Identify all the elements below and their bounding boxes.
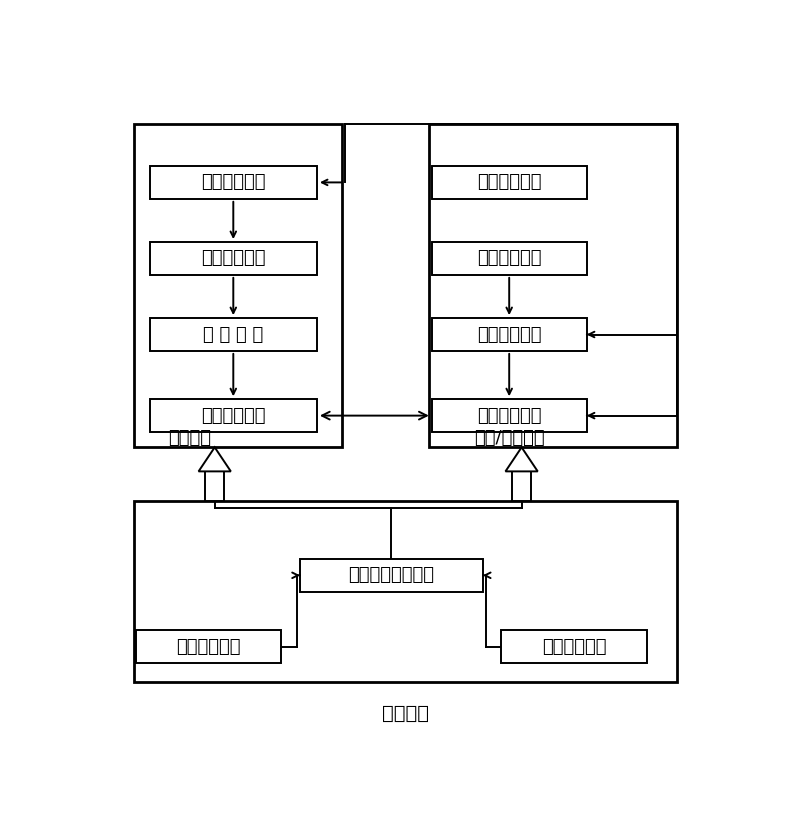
Bar <box>150 166 317 199</box>
Polygon shape <box>506 448 538 472</box>
Text: 按键控制模块: 按键控制模块 <box>477 174 542 192</box>
Text: 信号处理模块: 信号处理模块 <box>201 249 266 267</box>
Bar <box>134 501 677 681</box>
Bar <box>150 399 317 432</box>
Polygon shape <box>198 448 231 472</box>
Text: 入力电源模块: 入力电源模块 <box>176 638 241 656</box>
Text: 功能显示模块: 功能显示模块 <box>477 407 542 425</box>
Bar <box>206 472 224 501</box>
Text: 电力系统: 电力系统 <box>382 704 429 723</box>
Text: 主控系统: 主控系统 <box>168 429 211 447</box>
Text: 多轴控制模块: 多轴控制模块 <box>201 407 266 425</box>
Text: 输入/输出系统: 输入/输出系统 <box>474 429 545 447</box>
Text: 电力控制执行模块: 电力控制执行模块 <box>349 566 434 584</box>
Bar <box>150 318 317 351</box>
Text: 控制电源模块: 控制电源模块 <box>542 638 606 656</box>
Bar <box>502 630 647 663</box>
Bar <box>134 124 342 448</box>
Bar <box>136 630 282 663</box>
Bar <box>432 399 586 432</box>
Text: 程序编辑模块: 程序编辑模块 <box>477 249 542 267</box>
Bar <box>300 559 483 592</box>
Bar <box>512 472 531 501</box>
Bar <box>432 242 586 275</box>
Bar <box>432 166 586 199</box>
Bar <box>150 242 317 275</box>
Text: 格式转换模块: 格式转换模块 <box>477 326 542 343</box>
Text: 数据处理模块: 数据处理模块 <box>201 174 266 192</box>
Bar <box>429 124 677 448</box>
Bar <box>432 318 586 351</box>
Text: 伺 服 模 块: 伺 服 模 块 <box>203 326 263 343</box>
